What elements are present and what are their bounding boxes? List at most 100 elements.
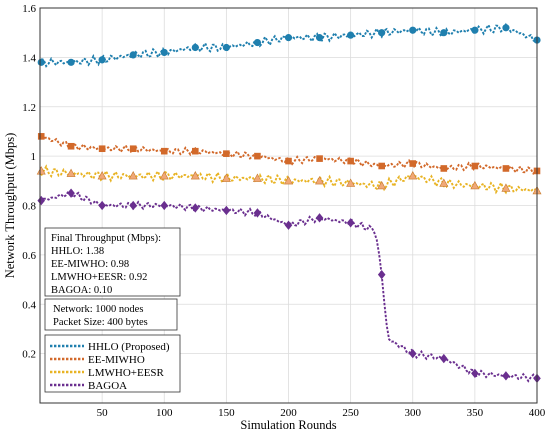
data-point — [222, 205, 231, 216]
x-tick-label: 350 — [467, 407, 484, 419]
data-point — [98, 56, 106, 64]
data-point — [315, 34, 324, 42]
data-point — [284, 220, 293, 230]
data-point — [502, 371, 510, 381]
x-tick-label: 250 — [342, 407, 359, 419]
data-point — [253, 38, 262, 47]
data-point — [223, 150, 230, 157]
data-point — [316, 155, 323, 162]
data-point — [283, 175, 294, 185]
network-nodes-text: Network: 1000 nodes — [53, 304, 143, 315]
data-point — [377, 269, 386, 280]
final-throughput-box-frame — [44, 227, 181, 297]
data-point — [67, 188, 75, 198]
data-point — [315, 175, 325, 185]
packet-size-text: Packet Size: 400 bytes — [53, 317, 148, 328]
data-point — [408, 171, 418, 180]
data-point — [252, 173, 262, 182]
y-tick-label: 1 — [31, 151, 37, 163]
data-point — [221, 173, 231, 182]
legend-frame — [44, 334, 181, 393]
data-point — [377, 180, 387, 190]
series-line — [40, 189, 537, 383]
data-point — [439, 178, 449, 187]
y-tick-label: 1.6 — [22, 3, 36, 15]
data-point — [160, 48, 168, 57]
series-layer — [36, 22, 542, 383]
data-point — [378, 162, 385, 170]
y-tick-label: 0.6 — [22, 250, 36, 262]
data-point — [502, 24, 510, 32]
data-point — [408, 348, 417, 359]
data-point — [160, 200, 169, 211]
legend-label: EE-MIWHO — [88, 354, 145, 366]
data-point — [347, 31, 355, 39]
data-point — [159, 171, 169, 180]
y-tick-label: 1.4 — [22, 52, 36, 64]
legend-label: LMWHO+EESR — [88, 367, 165, 379]
legend-label: BAGOA — [88, 380, 127, 392]
data-point — [470, 180, 480, 190]
x-tick-label: 150 — [218, 407, 235, 419]
data-point — [346, 178, 356, 187]
series-4 — [37, 188, 541, 383]
tick-labels: 50 100 150 200 250 300 350 400 0.2 0.4 0.6 0.8 1 1.2 1… — [22, 3, 546, 419]
final-throughput-hhlo: HHLO: 1.38 — [51, 246, 104, 257]
data-point — [36, 166, 46, 175]
data-point — [502, 165, 510, 172]
data-point — [97, 171, 107, 180]
series-line — [40, 22, 537, 68]
series-line — [40, 164, 537, 195]
data-point — [192, 147, 199, 155]
data-point — [128, 171, 138, 180]
x-tick-label: 400 — [529, 407, 546, 419]
data-point — [471, 26, 479, 34]
data-point — [409, 160, 417, 167]
data-point — [378, 29, 386, 37]
data-point — [315, 213, 324, 223]
data-point — [440, 165, 448, 172]
data-point — [37, 195, 46, 206]
data-point — [501, 183, 511, 192]
plot-frame — [39, 7, 538, 404]
data-point — [98, 145, 106, 153]
final-throughput-eemiwho: EE-MIWHO: 0.98 — [51, 259, 129, 270]
data-point — [440, 353, 448, 364]
series-1 — [37, 22, 541, 68]
data-point — [440, 29, 448, 37]
final-throughput-box: Final Throughput (Mbps): HHLO: 1.38 EE-M… — [44, 227, 181, 297]
y-tick-label: 0.8 — [22, 201, 36, 213]
series-2 — [37, 133, 541, 175]
data-point — [129, 200, 137, 211]
x-tick-label: 50 — [97, 407, 109, 419]
final-throughput-bagoa: BAGOA: 0.10 — [51, 285, 112, 296]
data-point — [37, 58, 45, 66]
x-tick-label: 300 — [405, 407, 422, 419]
legend-label: HHLO (Proposed) — [88, 341, 170, 353]
y-tick-label: 1.2 — [22, 102, 36, 114]
data-point — [284, 34, 293, 42]
data-point — [129, 51, 137, 59]
data-point — [66, 168, 76, 177]
data-point — [346, 218, 355, 228]
network-info-box: Network: 1000 nodes Packet Size: 400 byt… — [44, 298, 178, 331]
data-point — [347, 157, 354, 165]
data-point — [37, 133, 45, 140]
data-point — [98, 200, 106, 211]
final-throughput-lmwho: LMWHO+EESR: 0.92 — [51, 272, 147, 283]
data-point — [222, 43, 230, 52]
y-tick-label: 0.2 — [22, 349, 36, 361]
y-tick-label: 0.4 — [22, 299, 36, 311]
data-point — [471, 162, 479, 170]
data-point — [191, 43, 199, 52]
x-axis-label: Simulation Rounds — [240, 418, 336, 432]
data-point — [129, 145, 137, 153]
data-point — [67, 142, 75, 150]
data-point — [409, 26, 417, 34]
y-axis-label: Network Throughput (Mbps) — [3, 133, 17, 279]
final-throughput-title: Final Throughput (Mbps): — [51, 233, 161, 244]
x-tick-label: 100 — [156, 407, 173, 419]
data-point — [254, 152, 261, 160]
